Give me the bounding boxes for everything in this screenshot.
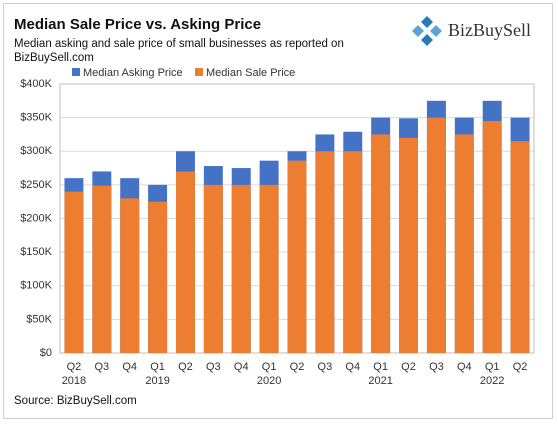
y-tick-label: $0 (40, 347, 52, 359)
bar (399, 137, 419, 353)
y-tick-label: $200K (20, 212, 52, 224)
x-tick-label: Q1 (373, 361, 388, 373)
x-tick-label: Q4 (234, 361, 249, 373)
x-year-label: 2021 (368, 375, 392, 387)
logo-text: BizBuySell (448, 20, 532, 40)
bar (175, 171, 195, 353)
x-tick-label: Q2 (401, 361, 416, 373)
x-tick-label: Q2 (290, 361, 305, 373)
bar (426, 117, 446, 353)
bar (454, 134, 474, 353)
bar (64, 191, 84, 353)
x-tick-label: Q1 (262, 361, 277, 373)
y-tick-label: $400K (20, 78, 52, 90)
y-tick-label: $350K (20, 112, 52, 124)
legend-swatch (72, 68, 80, 76)
x-tick-label: Q3 (94, 361, 109, 373)
y-tick-label: $100K (20, 280, 52, 292)
bar (203, 184, 223, 353)
bar (120, 198, 140, 353)
x-tick-label: Q3 (318, 361, 333, 373)
legend-label: Median Sale Price (206, 67, 295, 79)
source-note: Source: BizBuySell.com (14, 395, 137, 407)
x-tick-label: Q4 (457, 361, 472, 373)
logo-icon (412, 16, 442, 46)
legend-label: Median Asking Price (83, 67, 183, 79)
bar (259, 184, 279, 353)
bar (231, 184, 251, 353)
bar (148, 201, 168, 353)
chart-subtitle: Median asking and sale price of small bu… (14, 38, 344, 64)
x-year-label: 2020 (257, 375, 281, 387)
x-year-label: 2022 (480, 375, 504, 387)
bar (371, 134, 391, 353)
x-tick-label: Q4 (345, 361, 360, 373)
x-tick-label: Q2 (67, 361, 82, 373)
x-tick-label: Q1 (150, 361, 165, 373)
chart-title: Median Sale Price vs. Asking Price (14, 16, 262, 33)
bar (287, 160, 307, 353)
x-tick-label: Q3 (429, 361, 444, 373)
x-tick-label: Q2 (178, 361, 193, 373)
y-tick-label: $150K (20, 246, 52, 258)
x-tick-label: Q4 (122, 361, 137, 373)
y-tick-label: $300K (20, 145, 52, 157)
bar (482, 120, 502, 353)
x-tick-label: Q2 (513, 361, 528, 373)
y-tick-label: $250K (20, 179, 52, 191)
y-tick-label: $50K (26, 313, 52, 325)
legend-swatch (195, 68, 203, 76)
x-tick-label: Q1 (485, 361, 500, 373)
x-year-label: 2018 (62, 375, 86, 387)
bar (315, 151, 335, 353)
bar (510, 141, 530, 353)
x-year-label: 2019 (145, 375, 169, 387)
x-tick-label: Q3 (206, 361, 221, 373)
frame (3, 3, 553, 419)
bar (92, 185, 112, 353)
bar (343, 151, 363, 353)
